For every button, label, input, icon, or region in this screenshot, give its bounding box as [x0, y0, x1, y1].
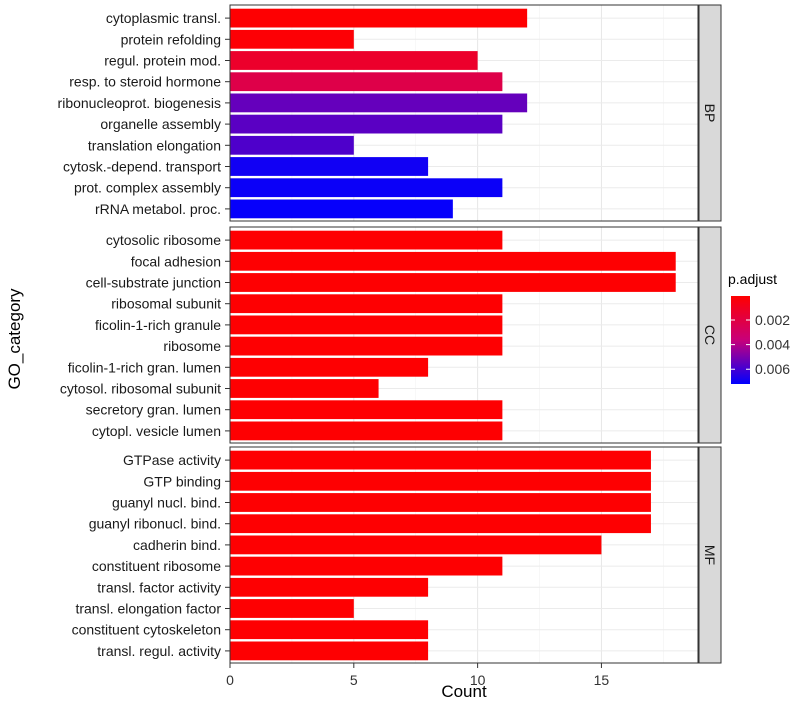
facet-strip — [698, 4, 722, 222]
x-tick-label: 0 — [226, 672, 234, 688]
category-label: ribonucleoprot. biogenesis — [58, 95, 221, 111]
category-label: secretory gran. lumen — [86, 402, 221, 418]
category-label: cytopl. vesicle lumen — [92, 423, 221, 439]
panel-border — [229, 4, 699, 222]
facet-strip-label: CC — [702, 325, 718, 345]
facet-panel-mf: GTPase activity GTP binding guanyl nucl. b… — [72, 446, 722, 664]
legend-tick-label: 0.004 — [755, 337, 790, 353]
bar-bp-7 — [230, 135, 354, 155]
bar-cc-10 — [230, 421, 503, 441]
category-label: cytosol. ribosomal subunit — [60, 381, 221, 397]
y-axis-title: GO_category — [5, 288, 24, 390]
legend-tick-label: 0.006 — [755, 361, 790, 377]
facet-panels: cytoplasmic transl. protein refolding regu… — [58, 4, 722, 664]
bar-cc-1 — [230, 230, 503, 250]
bar-bp-1 — [230, 8, 528, 28]
x-tick-label: 10 — [470, 672, 486, 688]
category-label: translation elongation — [88, 137, 221, 153]
bar-bp-2 — [230, 29, 354, 49]
category-label: protein refolding — [121, 31, 221, 47]
facet-strip — [698, 446, 722, 664]
bar-cc-9 — [230, 400, 503, 420]
bar-cc-8 — [230, 379, 379, 398]
category-label: constituent ribosome — [92, 558, 221, 574]
category-label: ficolin-1-rich gran. lumen — [68, 359, 221, 375]
bar-mf-1 — [230, 450, 651, 470]
category-label: cytoplasmic transl. — [106, 10, 221, 26]
bar-bp-4 — [230, 72, 503, 92]
category-label: ribosomal subunit — [111, 296, 221, 312]
bar-mf-8 — [230, 599, 354, 618]
bar-bp-8 — [230, 157, 429, 176]
color-legend: p.adjust 0.002 0.004 0.006 — [728, 271, 790, 384]
category-label: focal adhesion — [131, 253, 221, 269]
category-label: constituent cytoskeleton — [72, 622, 221, 638]
bar-mf-2 — [230, 471, 651, 491]
facet-panel-cc: cytosolic ribosome focal adhesion cell-sub… — [60, 226, 722, 444]
bar-mf-6 — [230, 556, 503, 576]
bar-bp-6 — [230, 114, 503, 134]
x-axis: 0 5 10 15 — [226, 663, 609, 688]
category-label: cytosolic ribosome — [106, 232, 221, 248]
facet-strip-label: MF — [702, 545, 718, 565]
bar-bp-10 — [230, 199, 453, 219]
bar-cc-2 — [230, 251, 676, 271]
bar-cc-5 — [230, 315, 503, 335]
bar-mf-7 — [230, 577, 429, 597]
bar-bp-3 — [230, 51, 478, 70]
category-label: rRNA metabol. proc. — [95, 201, 221, 217]
category-label: transl. regul. activity — [97, 643, 221, 659]
category-label: organelle assembly — [100, 116, 221, 132]
legend-ticks: 0.002 0.004 0.006 — [731, 312, 790, 377]
category-label: transl. factor activity — [97, 579, 221, 595]
category-label: cell-substrate junction — [86, 275, 221, 291]
legend-colorbar — [731, 296, 750, 384]
category-label: cytosk.-depend. transport — [63, 159, 221, 175]
category-label: regul. protein mod. — [104, 53, 221, 69]
facet-panel-bp: cytoplasmic transl. protein refolding regu… — [58, 4, 722, 222]
bar-bp-9 — [230, 178, 503, 198]
category-label: prot. complex assembly — [74, 180, 221, 196]
category-label: guanyl nucl. bind. — [112, 495, 221, 511]
panel-border — [229, 226, 699, 444]
bar-cc-3 — [230, 273, 676, 292]
category-label: guanyl ribonucl. bind. — [89, 516, 221, 532]
bar-cc-6 — [230, 336, 503, 356]
category-label: GTPase activity — [123, 452, 221, 468]
facet-strip-label: BP — [702, 104, 718, 123]
category-label: ribosome — [163, 338, 221, 354]
category-label: resp. to steroid hormone — [69, 74, 221, 90]
bar-mf-5 — [230, 535, 602, 555]
bar-cc-4 — [230, 294, 503, 314]
x-tick-label: 15 — [594, 672, 610, 688]
bar-mf-9 — [230, 620, 429, 640]
x-axis-title: Count — [441, 682, 487, 701]
legend-tick-label: 0.002 — [755, 312, 790, 328]
category-label: transl. elongation factor — [75, 601, 221, 617]
bar-mf-3 — [230, 493, 651, 512]
category-label: ficolin-1-rich granule — [95, 317, 221, 333]
category-label: cadherin bind. — [133, 537, 221, 553]
x-tick-label: 5 — [350, 672, 358, 688]
legend-title: p.adjust — [728, 271, 777, 287]
bar-bp-5 — [230, 93, 528, 113]
category-label: GTP binding — [143, 473, 221, 489]
bar-mf-4 — [230, 514, 651, 534]
bar-cc-7 — [230, 357, 429, 377]
panel-border — [229, 446, 699, 664]
bar-mf-10 — [230, 641, 429, 661]
facet-strip — [698, 226, 722, 444]
